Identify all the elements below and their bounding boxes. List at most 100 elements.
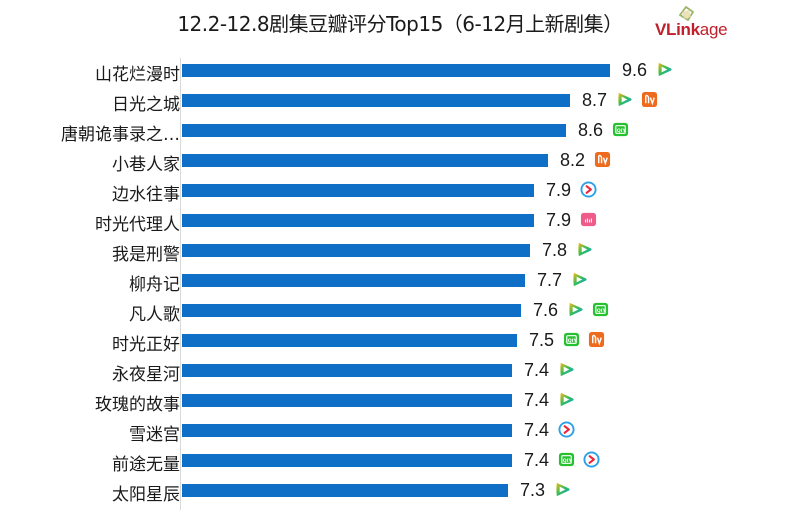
tencent-video-icon [656, 61, 673, 78]
bar-row: 前途无量 7.4 iQIY [0, 448, 800, 478]
bar [182, 304, 521, 317]
bar [182, 454, 512, 467]
bar [182, 154, 548, 167]
bar [182, 334, 517, 347]
bar-row: 玫瑰的故事 7.4 [0, 388, 800, 418]
bar [182, 394, 512, 407]
category-label: 边水往事 [112, 185, 180, 205]
iqiyi-icon: iQIY [612, 121, 629, 138]
mango-tv-icon [641, 91, 658, 108]
value-label: 7.3 [520, 480, 546, 500]
chart-title: 12.2-12.8剧集豆瓣评分Top15（6-12月上新剧集） [177, 12, 623, 36]
value-label: 7.4 [524, 420, 550, 440]
bar [182, 214, 534, 227]
youku-icon [580, 181, 597, 198]
bar [182, 274, 525, 287]
category-label: 太阳星辰 [112, 485, 180, 505]
category-label: 时光代理人 [95, 215, 180, 235]
category-label: 玫瑰的故事 [95, 395, 180, 415]
bar [182, 364, 512, 377]
category-label: 山花烂漫时 [95, 65, 180, 85]
bar-row: 时光代理人 7.9 ılıl [0, 208, 800, 238]
platform-icons [554, 481, 571, 498]
tencent-video-icon [554, 481, 571, 498]
bar-row: 永夜星河 7.4 [0, 358, 800, 388]
platform-icons [580, 181, 597, 198]
bar-row: 我是刑警 7.8 [0, 238, 800, 268]
svg-text:iQIY: iQIY [595, 308, 606, 314]
platform-icons: iQIY [612, 121, 629, 138]
category-label: 永夜星河 [112, 365, 180, 385]
category-label: 时光正好 [112, 335, 180, 355]
svg-text:iQIY: iQIY [561, 458, 572, 464]
platform-icons [558, 421, 575, 438]
category-label: 前途无量 [112, 455, 180, 475]
platform-icons [558, 361, 575, 378]
iqiyi-icon: iQIY [558, 451, 575, 468]
logo-text: VLinkage [655, 20, 728, 39]
iqiyi-icon: iQIY [592, 301, 609, 318]
category-label: 雪迷宫 [129, 425, 180, 445]
youku-icon [583, 451, 600, 468]
value-label: 8.2 [560, 150, 586, 170]
bar-row: 边水往事 7.9 [0, 178, 800, 208]
bar-row: 唐朝诡事录之… 8.6 iQIY [0, 118, 800, 148]
platform-icons: iQIY [558, 451, 600, 468]
category-label: 我是刑警 [112, 245, 180, 265]
platform-icons [616, 91, 658, 108]
category-label: 凡人歌 [129, 305, 180, 325]
value-label: 7.7 [537, 270, 563, 290]
category-label: 日光之城 [112, 95, 180, 115]
tencent-video-icon [558, 391, 575, 408]
youku-icon [558, 421, 575, 438]
platform-icons: iQIY [567, 301, 609, 318]
svg-text:iQIY: iQIY [615, 128, 626, 134]
bar [182, 484, 508, 497]
bar-row: 雪迷宫 7.4 [0, 418, 800, 448]
platform-icons: ılıl [580, 211, 597, 228]
bar [182, 424, 512, 437]
value-label: 7.4 [524, 450, 550, 470]
value-label: 7.5 [529, 330, 555, 350]
bar-row: 太阳星辰 7.3 [0, 478, 800, 508]
bar-row: 凡人歌 7.6 iQIY [0, 298, 800, 328]
iqiyi-icon: iQIY [563, 331, 580, 348]
bilibili-icon: ılıl [580, 211, 597, 228]
category-label: 唐朝诡事录之… [61, 125, 180, 145]
platform-icons [571, 271, 588, 288]
value-label: 9.6 [622, 60, 648, 80]
category-label: 柳舟记 [129, 275, 180, 295]
y-axis-line [180, 58, 181, 510]
bar-row: 柳舟记 7.7 [0, 268, 800, 298]
bar [182, 64, 610, 77]
bar [182, 184, 534, 197]
logo-mark-icon [677, 5, 695, 22]
svg-text:iQIY: iQIY [566, 338, 577, 344]
bar-row: 山花烂漫时 9.6 [0, 58, 800, 88]
svg-text:ılıl: ılıl [585, 218, 593, 224]
value-label: 7.9 [546, 210, 572, 230]
tencent-video-icon [576, 241, 593, 258]
platform-icons [656, 61, 673, 78]
value-label: 7.4 [524, 390, 550, 410]
tencent-video-icon [616, 91, 633, 108]
value-label: 8.7 [582, 90, 608, 110]
platform-icons: iQIY [563, 331, 605, 348]
value-label: 7.6 [533, 300, 559, 320]
platform-icons [594, 151, 611, 168]
tencent-video-icon [571, 271, 588, 288]
vlinkage-logo: VLinkage [655, 5, 745, 40]
platform-icons [576, 241, 593, 258]
bar-row: 小巷人家 8.2 [0, 148, 800, 178]
mango-tv-icon [588, 331, 605, 348]
mango-tv-icon [594, 151, 611, 168]
value-label: 7.9 [546, 180, 572, 200]
bar-row: 日光之城 8.7 [0, 88, 800, 118]
bar-row: 时光正好 7.5 iQIY [0, 328, 800, 358]
value-label: 8.6 [578, 120, 604, 140]
bar [182, 124, 566, 137]
tencent-video-icon [567, 301, 584, 318]
value-label: 7.8 [542, 240, 568, 260]
platform-icons [558, 391, 575, 408]
tencent-video-icon [558, 361, 575, 378]
